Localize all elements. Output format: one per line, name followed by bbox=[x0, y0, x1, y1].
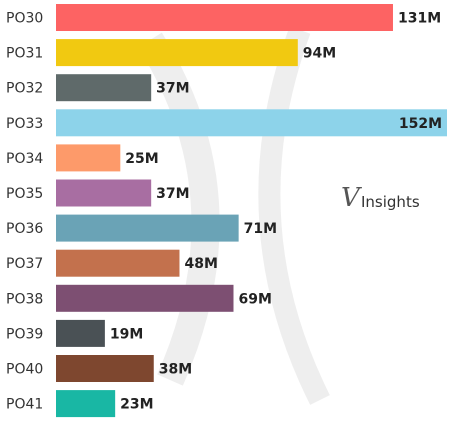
value-label: 38M bbox=[159, 362, 192, 378]
category-label: PO37 bbox=[6, 256, 43, 272]
bar-po37 bbox=[56, 249, 180, 277]
category-label: PO36 bbox=[6, 221, 43, 237]
bars-layer bbox=[56, 4, 447, 418]
value-label: 94M bbox=[303, 46, 336, 62]
value-label: 37M bbox=[156, 81, 189, 97]
bar-po35 bbox=[56, 179, 152, 207]
category-labels: PO30 PO31 PO32 PO33 PO34 PO35 PO36 PO37 PO38 PO39… bbox=[6, 11, 43, 413]
category-label: PO30 bbox=[6, 11, 43, 27]
bar-po39 bbox=[56, 319, 105, 347]
bar-po30 bbox=[56, 4, 393, 31]
value-label: 69M bbox=[238, 291, 271, 307]
bar-po36 bbox=[56, 214, 239, 242]
category-label: PO39 bbox=[6, 326, 43, 342]
bar-po40 bbox=[56, 355, 154, 382]
value-label: 48M bbox=[184, 256, 217, 272]
value-label: 71M bbox=[244, 221, 277, 237]
bar-po31 bbox=[56, 39, 298, 67]
value-label: 37M bbox=[156, 186, 189, 202]
bar-po41 bbox=[56, 390, 116, 418]
category-label: PO32 bbox=[6, 81, 43, 97]
bar-po34 bbox=[56, 144, 121, 172]
category-label: PO34 bbox=[6, 151, 43, 167]
bar-po38 bbox=[56, 284, 234, 312]
value-labels: 131M 94M 37M 152M 25M 37M 71M 48M 69M 19M 38M 23M bbox=[110, 11, 442, 413]
category-label: PO40 bbox=[6, 362, 43, 378]
brand-watermark bbox=[138, 26, 330, 405]
bar-po32 bbox=[56, 74, 152, 102]
value-label: 19M bbox=[110, 326, 143, 342]
category-label: PO35 bbox=[6, 186, 43, 202]
value-label: 25M bbox=[125, 151, 158, 167]
value-label: 23M bbox=[120, 397, 153, 413]
value-label: 131M bbox=[398, 11, 441, 27]
bar-po33 bbox=[56, 109, 447, 137]
insights-logo: V Insights bbox=[341, 183, 420, 213]
value-label: 152M bbox=[399, 116, 442, 132]
logo-text: Insights bbox=[361, 193, 420, 211]
category-label: PO33 bbox=[6, 116, 43, 132]
category-label: PO38 bbox=[6, 291, 43, 307]
category-label: PO41 bbox=[6, 397, 43, 413]
category-label: PO31 bbox=[6, 46, 43, 62]
logo-initial: V bbox=[341, 183, 362, 213]
